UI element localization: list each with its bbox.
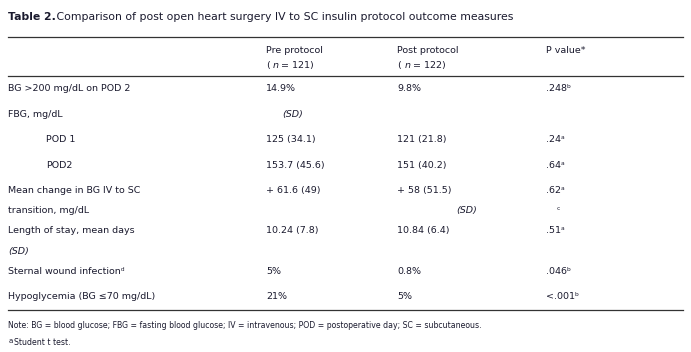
Text: .64ᵃ: .64ᵃ <box>546 161 565 170</box>
Text: Pre protocol: Pre protocol <box>266 46 323 56</box>
Text: + 61.6 (49): + 61.6 (49) <box>266 186 321 195</box>
Text: Mean change in BG IV to SC: Mean change in BG IV to SC <box>8 186 141 195</box>
Text: (: ( <box>397 61 401 70</box>
Text: + 58 (51.5): + 58 (51.5) <box>397 186 452 195</box>
Text: ᶜ: ᶜ <box>556 206 560 215</box>
Text: = 121): = 121) <box>278 61 314 70</box>
Text: Hypoglycemia (BG ≤70 mg/dL): Hypoglycemia (BG ≤70 mg/dL) <box>8 292 155 301</box>
Text: (SD): (SD) <box>282 110 303 119</box>
Text: 10.24 (7.8): 10.24 (7.8) <box>266 226 319 235</box>
Text: Student t test.: Student t test. <box>14 338 70 347</box>
Text: (SD): (SD) <box>8 247 29 256</box>
Text: 0.8%: 0.8% <box>397 267 422 276</box>
Text: .248ᵇ: .248ᵇ <box>546 84 571 94</box>
Text: Length of stay, mean days: Length of stay, mean days <box>8 226 135 235</box>
Text: 121 (21.8): 121 (21.8) <box>397 135 447 144</box>
Text: a: a <box>8 338 12 344</box>
Text: 5%: 5% <box>397 292 413 301</box>
Text: Note: BG = blood glucose; FBG = fasting blood glucose; IV = intravenous; POD = p: Note: BG = blood glucose; FBG = fasting … <box>8 321 482 330</box>
Text: Table 2.: Table 2. <box>8 12 56 22</box>
Text: POD2: POD2 <box>46 161 73 170</box>
Text: .51ᵃ: .51ᵃ <box>546 226 565 235</box>
Text: 21%: 21% <box>266 292 287 301</box>
Text: FBG, mg/dL: FBG, mg/dL <box>8 110 66 119</box>
Text: .046ᵇ: .046ᵇ <box>546 267 571 276</box>
Text: Sternal wound infectionᵈ: Sternal wound infectionᵈ <box>8 267 125 276</box>
Text: .62ᵃ: .62ᵃ <box>546 186 565 195</box>
Text: BG >200 mg/dL on POD 2: BG >200 mg/dL on POD 2 <box>8 84 131 94</box>
Text: transition, mg/dL: transition, mg/dL <box>8 206 93 215</box>
Text: 125 (34.1): 125 (34.1) <box>266 135 316 144</box>
Text: n: n <box>273 61 279 70</box>
Text: n: n <box>404 61 410 70</box>
Text: 10.84 (6.4): 10.84 (6.4) <box>397 226 450 235</box>
Text: 9.8%: 9.8% <box>397 84 422 94</box>
Text: Comparison of post open heart surgery IV to SC insulin protocol outcome measures: Comparison of post open heart surgery IV… <box>53 12 513 22</box>
Text: 153.7 (45.6): 153.7 (45.6) <box>266 161 325 170</box>
Text: POD 1: POD 1 <box>46 135 76 144</box>
Text: .24ᵃ: .24ᵃ <box>546 135 565 144</box>
Text: (: ( <box>266 61 269 70</box>
Text: P value*: P value* <box>546 46 585 56</box>
Text: <.001ᵇ: <.001ᵇ <box>546 292 579 301</box>
Text: Post protocol: Post protocol <box>397 46 459 56</box>
Text: 14.9%: 14.9% <box>266 84 296 94</box>
Text: 5%: 5% <box>266 267 281 276</box>
Text: (SD): (SD) <box>457 206 477 215</box>
Text: 151 (40.2): 151 (40.2) <box>397 161 447 170</box>
Text: = 122): = 122) <box>410 61 446 70</box>
